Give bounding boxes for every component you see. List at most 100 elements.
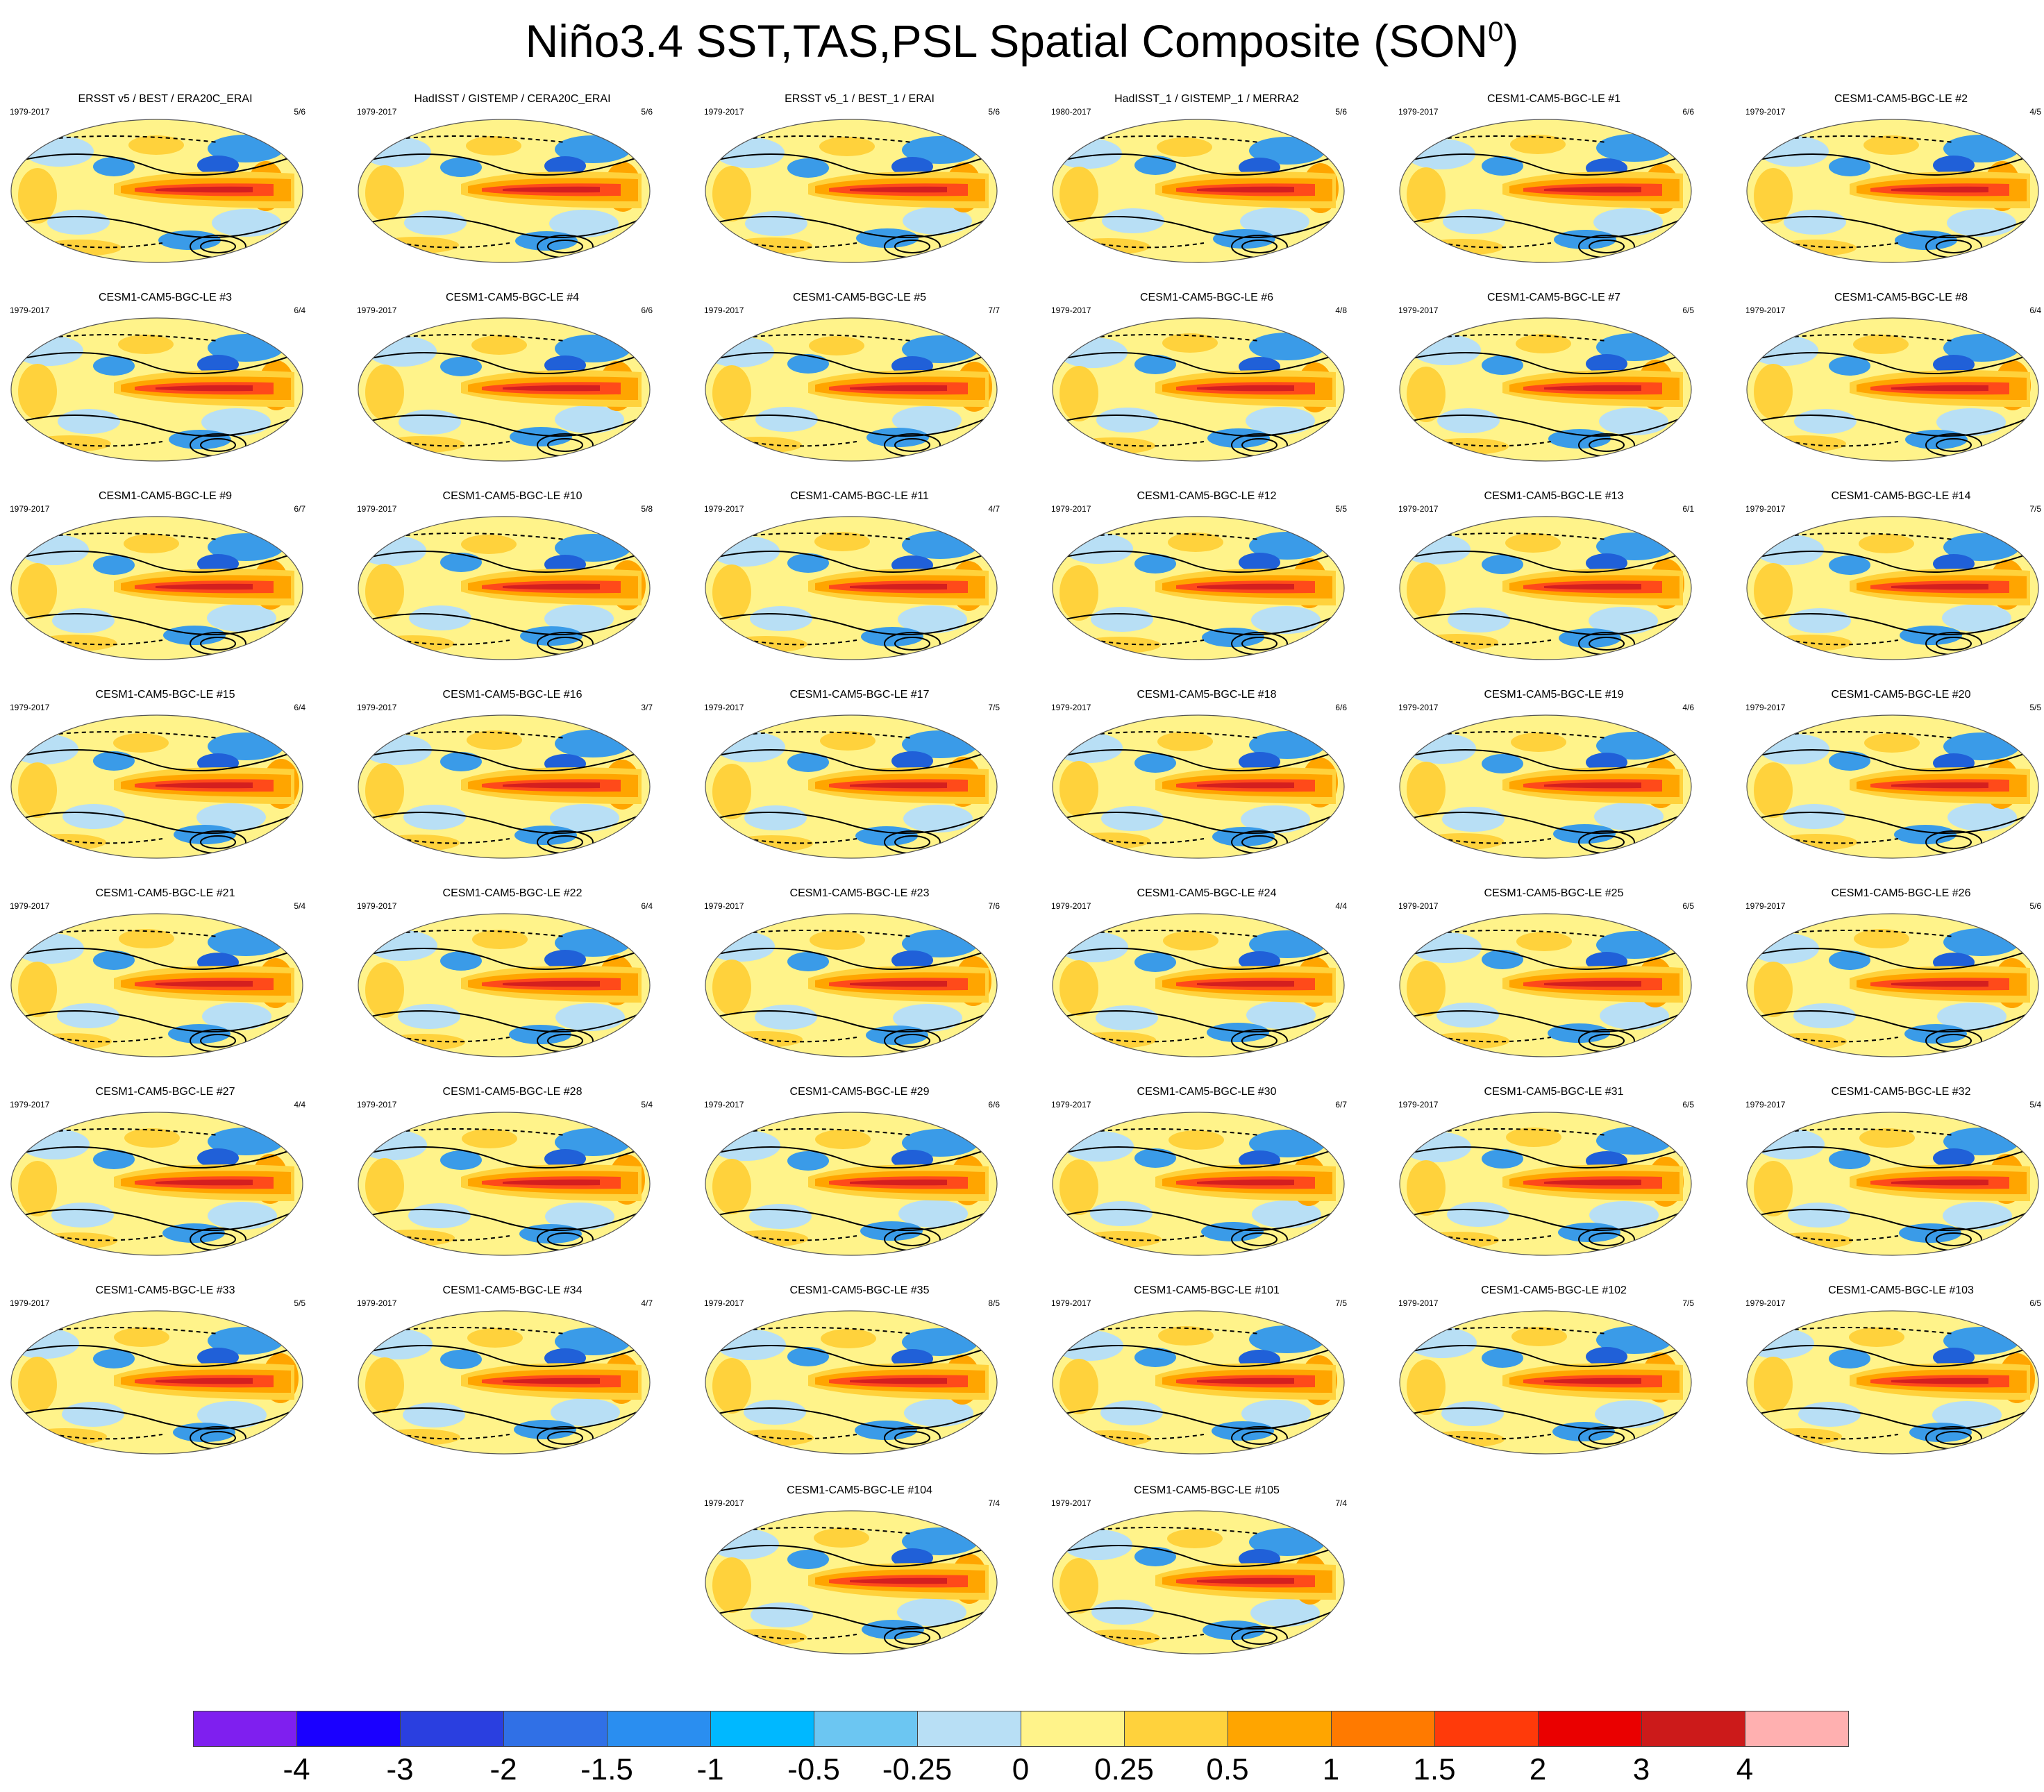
anomaly-patch	[440, 752, 482, 771]
map-border	[358, 1112, 651, 1256]
psl-contour	[1578, 235, 1636, 258]
warm-tongue-peak	[156, 385, 253, 392]
psl-contour	[370, 216, 642, 238]
panel-event-count: 5/6	[2029, 901, 2041, 911]
psl-contour	[200, 1034, 237, 1048]
map-panel: CESM1-CAM5-BGC-LE #9 1979-2017 6/7	[6, 490, 325, 685]
anomaly-patch	[1900, 626, 1962, 645]
psl-contour	[1231, 1626, 1289, 1650]
anomaly-patch	[1066, 238, 1150, 255]
map-border	[1746, 317, 2039, 462]
psl-contour	[537, 433, 594, 457]
anomaly-patch	[1407, 961, 1446, 1016]
psl-contour	[745, 135, 913, 143]
psl-contour	[384, 835, 510, 844]
map-panel: CESM1-CAM5-BGC-LE #18 1979-2017 6/6	[1047, 689, 1366, 883]
anomaly-patch	[1754, 962, 1793, 1017]
anomaly-patch	[1586, 553, 1627, 573]
psl-contour	[1578, 830, 1636, 854]
warm-tongue-peak	[1197, 1179, 1294, 1186]
anomaly-patch	[891, 1548, 933, 1568]
anomaly-patch	[1203, 1621, 1265, 1640]
world-map	[1052, 1310, 1345, 1455]
anomaly-patch	[1548, 429, 1611, 449]
psl-contour	[717, 1146, 989, 1169]
anomaly-patch	[856, 228, 919, 248]
warm-tongue-peak	[850, 1378, 947, 1384]
psl-contour	[1589, 1431, 1625, 1445]
panel-event-count: 7/4	[1335, 1498, 1347, 1508]
anomaly-patch	[1134, 355, 1176, 374]
panel-event-count: 5/6	[1335, 107, 1347, 117]
map-border	[10, 1310, 303, 1455]
panel-period: 1979-2017	[704, 1298, 744, 1308]
panel-period: 1979-2017	[1051, 504, 1091, 514]
psl-contour	[23, 352, 295, 374]
warm-tongue-peak	[850, 583, 947, 590]
map-border	[705, 1510, 998, 1655]
panel-event-count: 6/6	[1335, 703, 1347, 712]
psl-contour	[1092, 1128, 1260, 1136]
anomaly-patch	[1163, 931, 1218, 951]
anomaly-patch	[1933, 1148, 1975, 1168]
anomaly-patch	[18, 364, 57, 419]
anomaly-patch	[1064, 533, 1133, 564]
world-map	[1052, 714, 1345, 859]
panel-title: CESM1-CAM5-BGC-LE #105	[1134, 1484, 1280, 1496]
world-map	[358, 1112, 651, 1256]
anomaly-patch	[197, 1401, 267, 1429]
psl-contour	[731, 636, 857, 646]
anomaly-patch	[404, 210, 467, 235]
psl-contour	[370, 1407, 642, 1430]
colorbar	[193, 1711, 1849, 1748]
map-border	[1746, 1310, 2039, 1455]
anomaly-patch	[891, 157, 933, 176]
panel-period: 1979-2017	[1051, 703, 1091, 712]
psl-contour	[1231, 433, 1289, 457]
anomaly-patch	[1249, 1528, 1325, 1556]
world-map	[1399, 317, 1692, 462]
anomaly-patch	[1754, 1357, 1793, 1412]
warm-tongue-peak	[156, 186, 253, 193]
psl-contour	[1925, 235, 1983, 258]
world-map	[1746, 317, 2039, 462]
psl-contour	[1241, 240, 1278, 253]
map-panel: CESM1-CAM5-BGC-LE #12 1979-2017 5/5	[1047, 490, 1366, 685]
world-map	[358, 1310, 651, 1455]
psl-contour	[1936, 1232, 1972, 1246]
psl-contour	[384, 1430, 510, 1440]
psl-contour	[1411, 153, 1684, 176]
anomaly-patch	[551, 1398, 620, 1426]
panel-period: 1979-2017	[10, 1100, 50, 1109]
psl-contour	[1064, 1407, 1337, 1430]
anomaly-patch	[409, 605, 471, 630]
anomaly-patch	[93, 555, 135, 575]
panel-period: 1979-2017	[357, 107, 397, 117]
anomaly-patch	[93, 751, 135, 771]
anomaly-patch	[820, 731, 876, 751]
map-panel: CESM1-CAM5-BGC-LE #27 1979-2017 4/4	[6, 1086, 325, 1280]
warm-tongue-peak	[1544, 1179, 1641, 1186]
psl-contour	[1589, 1232, 1625, 1246]
psl-contour	[731, 835, 857, 844]
colorbar-box	[400, 1711, 504, 1747]
anomaly-patch	[1864, 733, 1920, 753]
anomaly-patch	[1134, 953, 1176, 972]
world-map	[10, 1310, 303, 1455]
psl-contour	[1773, 239, 1899, 249]
map-panel: CESM1-CAM5-BGC-LE #103 1979-2017 6/5	[1741, 1284, 2044, 1479]
psl-contour	[1578, 632, 1636, 655]
map-panel: CESM1-CAM5-BGC-LE #29 1979-2017 6/6	[700, 1086, 1019, 1280]
anomaly-patch	[1553, 824, 1616, 844]
psl-contour	[547, 240, 584, 253]
anomaly-patch	[472, 930, 528, 949]
psl-contour	[1578, 1426, 1636, 1450]
map-border	[1746, 119, 2039, 263]
psl-contour	[23, 812, 295, 834]
psl-contour	[384, 239, 510, 249]
anomaly-patch	[34, 1232, 117, 1249]
psl-contour	[884, 632, 941, 655]
panel-event-count: 5/4	[641, 1100, 653, 1109]
psl-contour	[717, 216, 989, 238]
